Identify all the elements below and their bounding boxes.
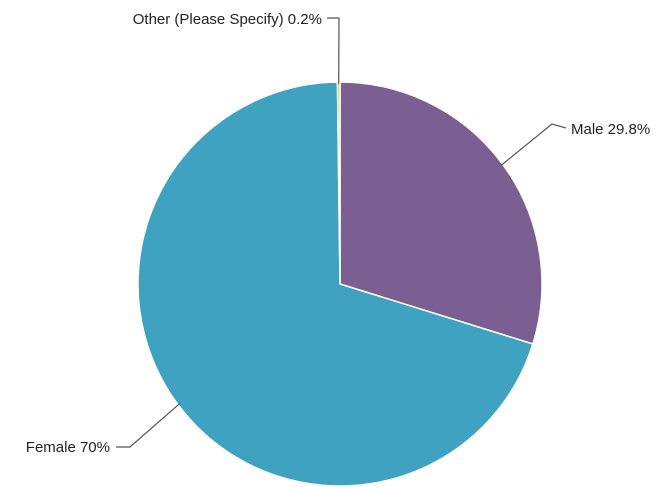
leader-lines — [116, 17, 567, 448]
slice-label-male: Male 29.8% — [571, 121, 650, 138]
slice-label-other: Other (Please Specify) 0.2% — [133, 11, 322, 28]
leader-line-female — [116, 403, 181, 448]
pie-slices — [137, 81, 543, 487]
leader-line-other — [327, 17, 340, 85]
leader-line-male — [500, 123, 567, 166]
slice-label-female: Female 70% — [26, 439, 110, 456]
